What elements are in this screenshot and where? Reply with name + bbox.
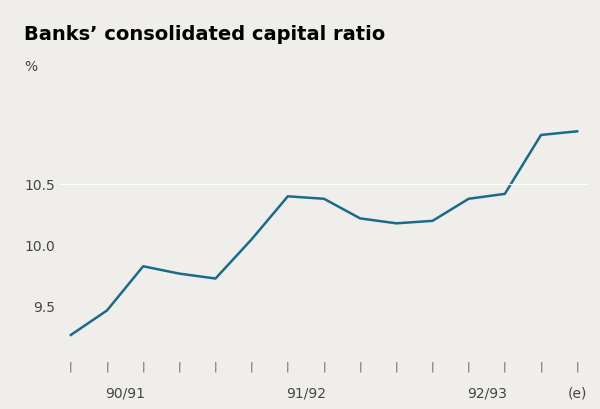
Text: |: |	[575, 362, 579, 373]
Text: |: |	[286, 362, 290, 373]
Text: |: |	[503, 362, 506, 373]
Text: 90/91: 90/91	[105, 387, 145, 400]
Text: (e): (e)	[568, 387, 587, 400]
Text: |: |	[105, 362, 109, 373]
Text: Banks’ consolidated capital ratio: Banks’ consolidated capital ratio	[24, 25, 385, 44]
Text: |: |	[142, 362, 145, 373]
Text: |: |	[250, 362, 253, 373]
Text: 91/92: 91/92	[286, 387, 326, 400]
Text: |: |	[395, 362, 398, 373]
Text: |: |	[467, 362, 470, 373]
Text: |: |	[214, 362, 217, 373]
Text: |: |	[431, 362, 434, 373]
Text: %: %	[24, 60, 37, 74]
Text: |: |	[322, 362, 326, 373]
Text: |: |	[178, 362, 181, 373]
Text: |: |	[358, 362, 362, 373]
Text: |: |	[69, 362, 73, 373]
Text: 92/93: 92/93	[467, 387, 506, 400]
Text: |: |	[539, 362, 543, 373]
